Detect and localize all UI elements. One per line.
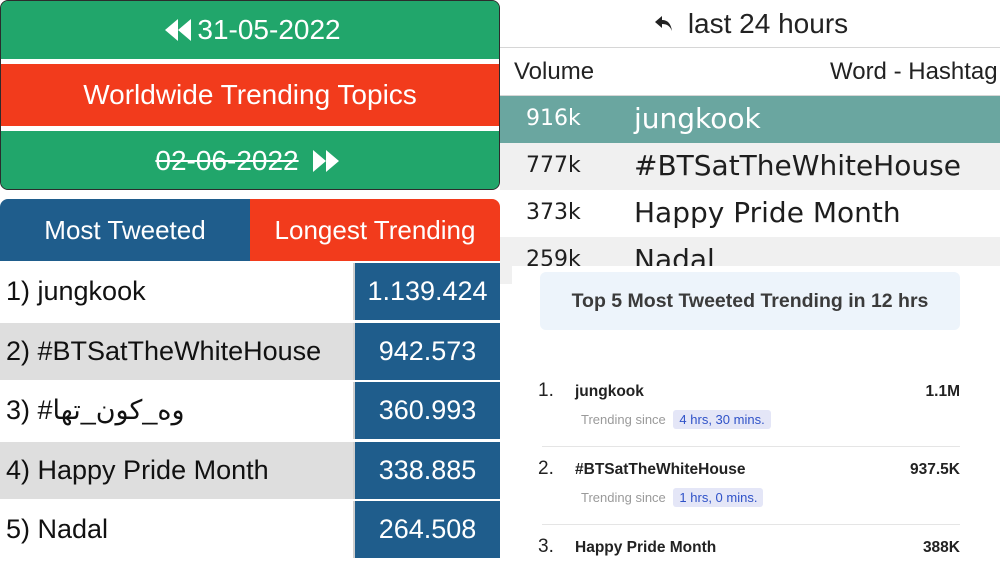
topic-name: jungkook xyxy=(575,383,644,400)
volume-cell: 777k xyxy=(526,153,581,178)
tweet-count: 942.573 xyxy=(355,322,500,380)
divider xyxy=(542,524,960,525)
time-range-header[interactable]: last 24 hours xyxy=(500,0,1000,48)
undo-arrow-icon xyxy=(654,15,672,31)
tweet-count: 1.139.424 xyxy=(355,263,500,320)
tweet-volume: 1.1M xyxy=(925,383,960,400)
volume-cell: 373k xyxy=(526,200,581,225)
tweet-count: 338.885 xyxy=(355,441,500,499)
table-row[interactable]: 777k #BTSatTheWhiteHouse xyxy=(500,143,1000,190)
rank-number: 2. xyxy=(538,458,554,479)
ranking-tabs: Most Tweeted Longest Trending xyxy=(0,199,500,261)
top5-title: Top 5 Most Tweeted Trending in 12 hrs xyxy=(540,272,960,330)
time-range-label: last 24 hours xyxy=(687,7,849,39)
column-volume: Volume xyxy=(514,58,595,85)
tweet-volume: 388K xyxy=(922,539,960,556)
duration-badge: 1 hrs, 0 mins. xyxy=(673,488,764,507)
rank-label: 2) #BTSatTheWhiteHouse xyxy=(0,322,355,380)
list-item[interactable]: 1) jungkook 1.139.424 xyxy=(0,263,500,320)
list-item[interactable]: 3) #وه_کون_تھا 360.993 xyxy=(0,382,500,439)
top5-card: Top 5 Most Tweeted Trending in 12 hrs 1.… xyxy=(512,266,1000,563)
previous-date-button[interactable]: 31-05-2022 xyxy=(1,1,499,59)
rank-label: 3) #وه_کون_تھا xyxy=(0,382,355,439)
page-title: Worldwide Trending Topics xyxy=(1,64,499,126)
tab-longest-trending[interactable]: Longest Trending xyxy=(250,199,500,261)
word-cell: #BTSatTheWhiteHouse xyxy=(634,149,961,182)
trending-since: Trending since 4 hrs, 30 mins. xyxy=(581,410,771,429)
rank-number: 3. xyxy=(538,536,554,557)
ranking-list: 1) jungkook 1.139.424 2) #BTSatTheWhiteH… xyxy=(0,263,500,561)
divider xyxy=(1,59,499,64)
date-navigation-card: 31-05-2022 Worldwide Trending Topics 02-… xyxy=(0,0,500,190)
trending-since: Trending since 1 hrs, 0 mins. xyxy=(581,488,764,507)
tab-most-tweeted[interactable]: Most Tweeted xyxy=(0,199,250,261)
tweet-volume: 937.5K xyxy=(910,461,960,478)
topic-name: #BTSatTheWhiteHouse xyxy=(575,461,746,478)
rank-number: 1. xyxy=(538,380,554,401)
rewind-icon xyxy=(165,19,192,41)
table-row[interactable]: 373k Happy Pride Month xyxy=(500,190,1000,237)
duration-badge: 4 hrs, 30 mins. xyxy=(673,410,771,429)
word-cell: jungkook xyxy=(634,102,761,135)
left-panel: 31-05-2022 Worldwide Trending Topics 02-… xyxy=(0,0,500,561)
rank-label: 1) jungkook xyxy=(0,263,355,320)
table-header: Volume Word - Hashtag xyxy=(500,48,1000,96)
tweet-count: 360.993 xyxy=(355,382,500,439)
list-item[interactable]: 5) Nadal 264.508 xyxy=(0,501,500,558)
list-item[interactable]: 4) Happy Pride Month 338.885 xyxy=(0,441,500,499)
next-date-button[interactable]: 02-06-2022 xyxy=(1,131,499,189)
rank-label: 4) Happy Pride Month xyxy=(0,441,355,499)
volume-cell: 916k xyxy=(526,106,581,131)
word-cell: Happy Pride Month xyxy=(634,196,901,229)
column-word-hashtag: Word - Hashtag xyxy=(830,58,998,85)
previous-date-label: 31-05-2022 xyxy=(197,14,341,45)
right-panel: last 24 hours Volume Word - Hashtag 916k… xyxy=(500,0,1000,563)
next-date-label: 02-06-2022 xyxy=(155,145,299,176)
fast-forward-icon xyxy=(312,150,339,172)
rank-label: 5) Nadal xyxy=(0,501,355,558)
table-row[interactable]: 916k jungkook xyxy=(500,96,1000,143)
divider xyxy=(1,126,499,131)
tweet-count: 264.508 xyxy=(355,501,500,558)
divider xyxy=(542,446,960,447)
topic-name: Happy Pride Month xyxy=(575,539,717,556)
list-item[interactable]: 2) #BTSatTheWhiteHouse 942.573 xyxy=(0,322,500,380)
